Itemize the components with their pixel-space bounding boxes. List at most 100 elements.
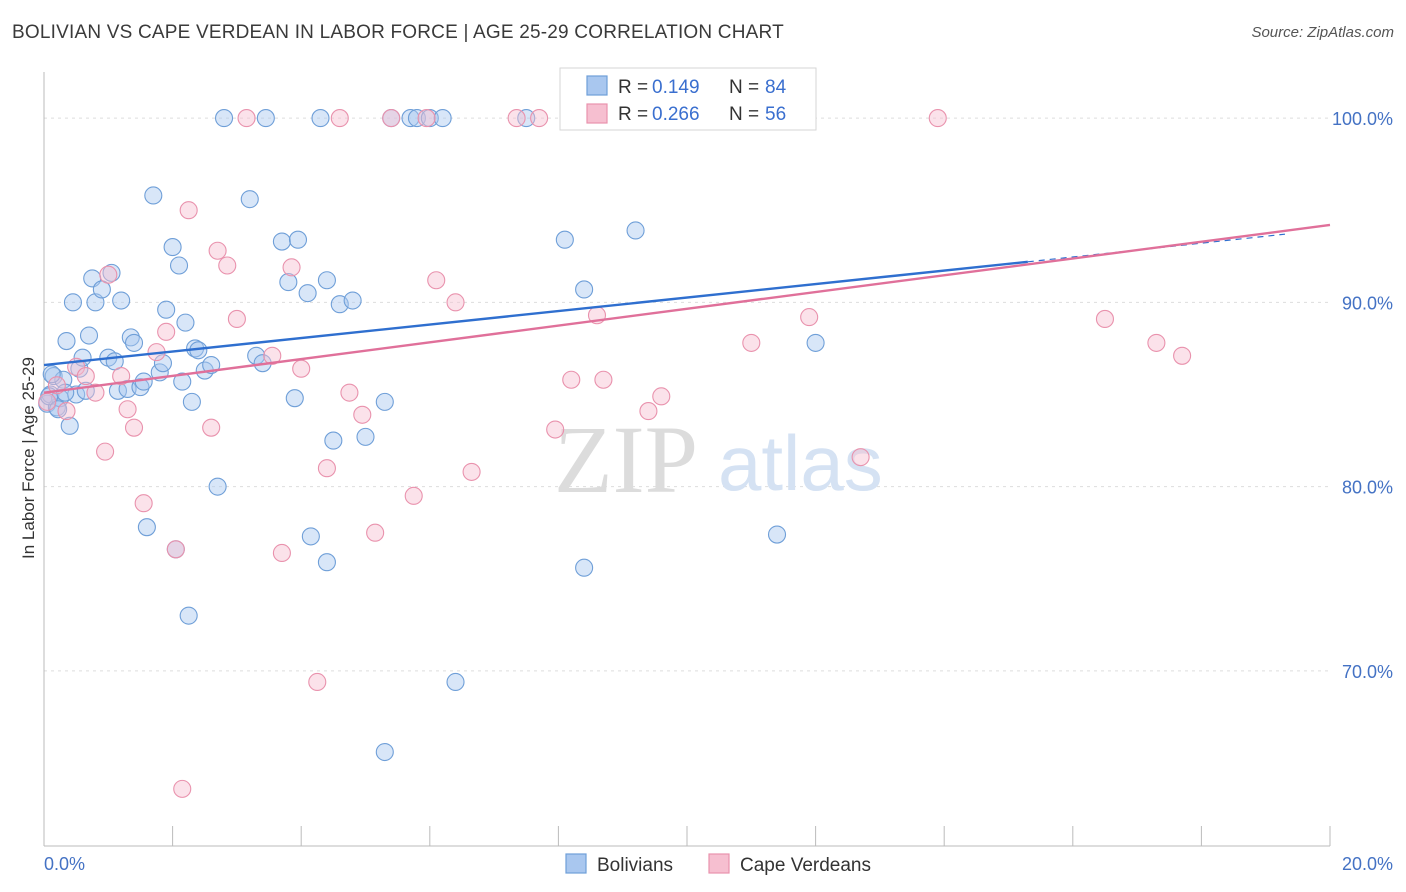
legend-n-label-2: N =: [729, 104, 759, 125]
cape-verdean-point-23: [272, 543, 291, 563]
bolivian-point-52: [298, 284, 317, 303]
bolivian-point-72: [575, 558, 594, 577]
cape-verdean-point-51: [851, 448, 870, 467]
cape-verdean-point-18: [208, 241, 227, 260]
cape-verdean-point-55: [1173, 346, 1192, 365]
cape-verdean-point-5: [86, 383, 105, 402]
bolivian-point-64: [401, 109, 420, 128]
bolivian-point-62: [375, 742, 394, 762]
bolivian-point-65: [407, 109, 426, 128]
cape-verdean-point-16: [179, 201, 198, 220]
y-axis-title: In Labor Force | Age 25-29: [19, 357, 38, 559]
bolivian-point-17: [102, 263, 121, 282]
cape-verdean-point-32: [382, 109, 401, 128]
legend-r-value-2: 0.266: [652, 104, 700, 125]
bolivian-point-54: [311, 109, 330, 128]
cape-verdean-point-2: [57, 402, 76, 421]
cape-verdean-point-40: [546, 420, 565, 439]
bottom-legend-swatch-cape-verdeans: [708, 853, 730, 874]
x-tick-label-0: 0.0%: [44, 854, 85, 874]
legend-swatch-cape-verdeans: [586, 103, 608, 124]
cape-verdean-point-52: [928, 109, 947, 128]
bolivian-point-55: [317, 553, 336, 572]
cape-verdean-point-48: [742, 333, 761, 352]
bolivian-point-49: [279, 273, 298, 292]
y-tick-label-3: 70.0%: [1342, 662, 1393, 682]
legend-r-label-1: R =: [618, 77, 648, 98]
cape-verdean-point-8: [112, 367, 131, 386]
cape-verdean-point-22: [263, 346, 282, 365]
cape-verdean-point-46: [639, 402, 658, 421]
cape-verdean-point-26: [308, 672, 327, 692]
legend-swatch-bolivians: [586, 75, 608, 96]
grid: [44, 117, 1330, 672]
cape-verdean-point-54: [1147, 333, 1166, 352]
bolivian-point-20: [112, 291, 131, 310]
bolivian-point-68: [446, 672, 465, 692]
cape-verdean-point-47: [652, 387, 671, 406]
cape-verdean-point-44: [594, 370, 613, 389]
legend-r-label-2: R =: [618, 104, 648, 125]
cape-verdean-point-17: [202, 418, 221, 437]
cape-verdean-point-20: [227, 309, 246, 328]
axes: [43, 72, 1331, 847]
bottom-legend: Bolivians Cape Verdeans: [565, 853, 871, 876]
trend-line-0: [43, 260, 1028, 367]
trend-line-1: [43, 223, 1331, 394]
cape-verdean-point-27: [317, 459, 336, 478]
bolivian-point-57: [324, 431, 343, 450]
cape-verdean-point-9: [118, 400, 137, 419]
series-bolivians: [38, 109, 825, 762]
cape-verdean-point-10: [124, 418, 144, 437]
cape-verdean-point-35: [427, 271, 446, 290]
cape-verdean-point-37: [462, 462, 481, 481]
x-tick-label-1: 20.0%: [1342, 854, 1393, 874]
cape-verdean-point-19: [218, 256, 237, 275]
bolivian-point-44: [240, 190, 259, 209]
bolivian-point-6: [57, 332, 76, 351]
cape-verdean-point-39: [530, 109, 549, 128]
bolivian-point-24: [131, 378, 150, 397]
bolivian-point-53: [301, 527, 320, 546]
legend-n-label-1: N =: [729, 77, 759, 98]
source-label: Source: ZipAtlas.com: [1251, 24, 1394, 41]
bolivian-point-23: [124, 333, 144, 352]
cape-verdean-point-11: [134, 494, 153, 513]
bolivian-point-36: [179, 606, 198, 625]
bolivian-point-70: [555, 230, 574, 249]
bolivian-point-35: [176, 313, 195, 332]
bolivian-point-51: [288, 230, 308, 249]
bolivian-point-78: [806, 333, 825, 352]
tick-labels: 100.0% 90.0% 80.0% 70.0% 0.0% 20.0%: [44, 109, 1393, 874]
watermark: ZIP atlas: [554, 406, 883, 513]
cape-verdean-point-15: [173, 779, 192, 798]
bolivian-point-69: [517, 109, 536, 128]
cape-verdean-point-0: [38, 392, 57, 411]
bolivian-point-7: [63, 293, 82, 312]
bolivian-point-47: [256, 109, 275, 128]
bottom-legend-swatch-bolivians: [565, 853, 587, 874]
cape-verdean-point-36: [446, 293, 465, 312]
cape-verdean-point-50: [800, 308, 819, 327]
cape-verdean-point-34: [417, 109, 436, 128]
watermark-zip: ZIP: [554, 406, 698, 513]
bolivian-point-71: [575, 280, 594, 299]
y-tick-label-1: 90.0%: [1342, 293, 1393, 313]
bolivian-point-27: [144, 186, 163, 205]
trend-lines: [43, 223, 1331, 394]
bolivian-point-31: [163, 238, 182, 257]
legend-n-value-1: 84: [765, 77, 787, 98]
cape-verdean-point-14: [166, 540, 185, 559]
bolivian-point-83: [60, 416, 79, 435]
bolivian-point-26: [137, 518, 156, 537]
cape-verdean-point-24: [282, 258, 301, 277]
cape-verdean-point-41: [562, 370, 581, 389]
cape-verdean-point-30: [353, 405, 372, 424]
cape-verdean-point-25: [292, 359, 311, 378]
bolivian-point-12: [79, 326, 99, 345]
cape-verdean-point-53: [1095, 309, 1114, 328]
bolivian-point-42: [208, 477, 227, 496]
bolivian-point-34: [173, 372, 192, 391]
chart-title: BOLIVIAN VS CAPE VERDEAN IN LABOR FORCE …: [12, 22, 784, 43]
